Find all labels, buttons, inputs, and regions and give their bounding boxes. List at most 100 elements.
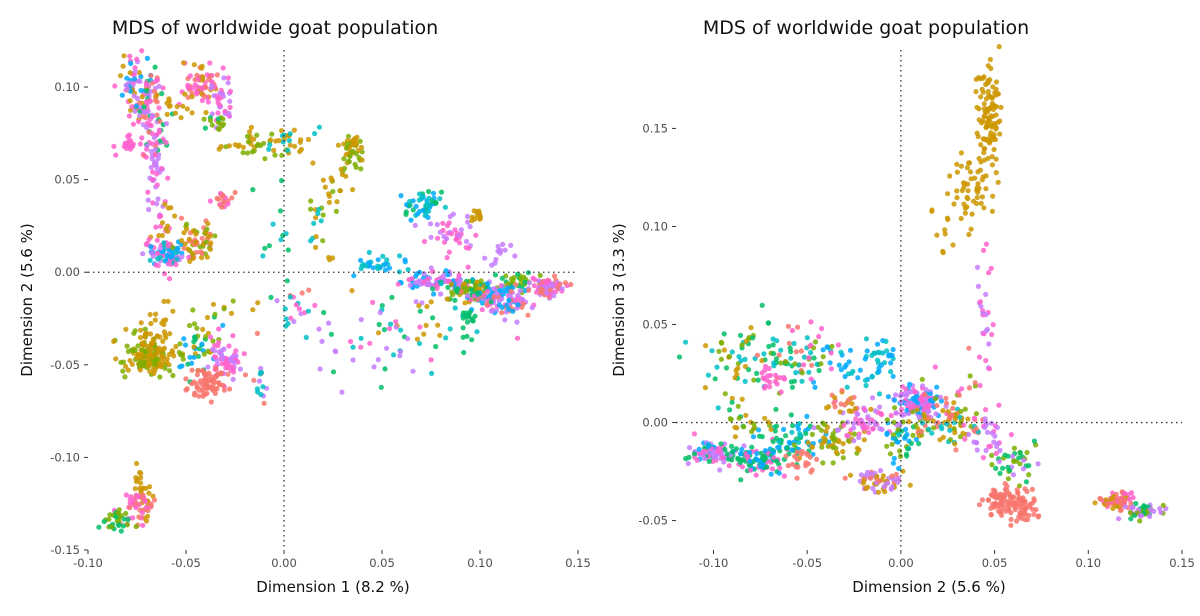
data-point xyxy=(835,342,842,348)
data-point xyxy=(498,283,504,289)
data-point xyxy=(977,299,984,305)
data-point xyxy=(121,53,127,59)
data-point xyxy=(426,195,432,201)
data-point xyxy=(895,439,901,445)
data-point xyxy=(223,365,229,371)
data-point xyxy=(884,430,890,436)
data-point xyxy=(177,341,183,347)
data-point xyxy=(274,298,280,304)
data-point xyxy=(846,397,852,403)
data-point xyxy=(178,215,185,221)
data-point xyxy=(225,75,231,81)
data-point xyxy=(537,272,543,278)
data-point xyxy=(220,65,226,71)
data-point xyxy=(982,416,988,422)
data-point xyxy=(722,391,728,397)
data-point xyxy=(160,85,166,91)
data-point xyxy=(938,423,944,429)
data-point xyxy=(530,275,536,281)
data-point xyxy=(191,344,197,350)
data-point xyxy=(925,409,931,415)
data-point xyxy=(226,110,232,116)
data-point xyxy=(890,460,897,466)
data-point xyxy=(950,242,956,248)
data-point xyxy=(187,258,193,264)
data-point xyxy=(1128,516,1134,522)
data-point xyxy=(157,255,163,261)
data-point xyxy=(223,358,230,364)
data-point xyxy=(903,393,910,399)
data-point xyxy=(996,402,1002,408)
data-point xyxy=(154,237,160,243)
data-point xyxy=(127,53,133,59)
y-tick-label: 0.05 xyxy=(54,173,80,187)
data-point xyxy=(371,364,377,370)
data-point xyxy=(143,154,149,160)
data-point xyxy=(1031,438,1037,444)
data-point xyxy=(178,115,184,121)
data-point xyxy=(985,89,991,95)
data-point xyxy=(191,62,197,68)
data-point xyxy=(379,303,385,309)
data-point xyxy=(204,226,210,232)
data-point xyxy=(142,359,148,365)
data-point xyxy=(139,510,145,516)
data-point xyxy=(847,347,854,353)
data-point xyxy=(783,359,789,365)
data-point xyxy=(413,299,419,305)
data-point xyxy=(393,319,399,325)
data-point xyxy=(228,310,235,316)
data-point xyxy=(867,420,873,426)
data-point xyxy=(847,472,854,478)
data-point xyxy=(216,326,222,332)
data-point xyxy=(710,452,716,458)
data-point xyxy=(515,292,521,298)
data-point xyxy=(904,431,910,438)
data-point xyxy=(841,422,847,428)
data-point xyxy=(951,400,957,406)
data-point xyxy=(326,193,333,199)
data-point xyxy=(315,210,321,217)
data-point xyxy=(199,341,205,347)
data-point xyxy=(159,220,166,226)
data-point xyxy=(194,384,200,391)
data-point xyxy=(185,94,191,100)
data-point xyxy=(313,215,319,221)
data-point xyxy=(785,323,792,329)
data-point xyxy=(201,351,207,357)
data-point xyxy=(840,441,846,447)
data-point xyxy=(189,110,195,116)
data-point xyxy=(435,235,441,241)
data-point xyxy=(133,492,139,498)
data-point xyxy=(478,278,484,284)
data-point xyxy=(258,142,264,149)
data-point xyxy=(215,116,222,122)
data-point xyxy=(375,263,381,269)
data-point xyxy=(222,108,228,114)
data-point xyxy=(138,480,144,486)
data-point xyxy=(776,444,782,450)
data-point xyxy=(937,394,943,400)
data-point xyxy=(960,180,967,186)
x-tick-label: 0.10 xyxy=(1075,556,1101,570)
data-point xyxy=(133,523,139,530)
data-point xyxy=(544,280,550,286)
data-point xyxy=(403,211,409,217)
data-point xyxy=(722,446,728,452)
data-point xyxy=(890,432,897,438)
data-point xyxy=(153,311,159,317)
data-point xyxy=(326,320,332,326)
data-point xyxy=(983,96,990,102)
data-point xyxy=(156,105,162,111)
data-point xyxy=(159,232,165,239)
data-point xyxy=(170,308,176,314)
data-point xyxy=(424,303,430,310)
data-point xyxy=(134,95,140,102)
data-point xyxy=(181,245,187,251)
data-point xyxy=(795,324,801,330)
data-point xyxy=(345,133,352,139)
data-point xyxy=(748,325,754,331)
data-point xyxy=(126,113,132,119)
data-point xyxy=(143,504,149,510)
data-point xyxy=(154,171,160,177)
